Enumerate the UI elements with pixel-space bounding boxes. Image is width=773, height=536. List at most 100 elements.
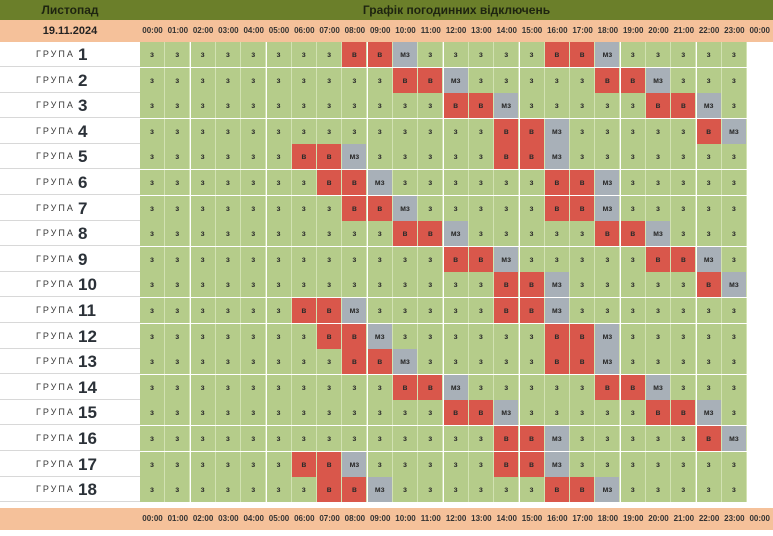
- schedule-cell: з: [215, 118, 241, 144]
- schedule-cell: з: [620, 400, 646, 426]
- schedule-cell: з: [393, 93, 418, 119]
- schedule-cell: з: [190, 400, 216, 426]
- schedule-cell: в: [494, 426, 520, 451]
- schedule-cell: мз: [393, 42, 418, 67]
- schedule-cell: в: [671, 93, 697, 119]
- schedule-cell: з: [241, 272, 267, 298]
- schedule-cell: з: [620, 144, 646, 170]
- schedule-cell: мз: [595, 477, 621, 503]
- schedule-cell: з: [241, 323, 267, 349]
- schedule-cell: з: [671, 118, 697, 144]
- schedule-cell: з: [241, 42, 267, 67]
- group-number: 15: [78, 403, 97, 423]
- schedule-cell: в: [367, 42, 393, 67]
- schedule-cell: з: [317, 374, 343, 400]
- schedule-cell: з: [468, 272, 494, 298]
- schedule-cell: з: [646, 451, 671, 477]
- top-hour-label: 12:00: [445, 26, 467, 35]
- schedule-cell: з: [266, 323, 292, 349]
- schedule-cell: з: [721, 195, 747, 221]
- group-row: ГРУПА 11 з з з з з з в в мз з з з з з в в мз з з з з з з з: [0, 298, 773, 323]
- schedule-cell: з: [317, 221, 343, 247]
- schedule-cell: в: [418, 374, 444, 400]
- schedule-cell: з: [570, 246, 596, 272]
- schedule-cell: з: [468, 170, 494, 195]
- schedule-cell: з: [215, 272, 241, 298]
- schedule-cell: з: [291, 349, 317, 375]
- schedule-cell: з: [620, 272, 646, 298]
- top-hour-label: 23:00: [724, 26, 745, 35]
- schedule-cell: з: [241, 221, 267, 247]
- schedule-cell: в: [544, 323, 570, 349]
- group-number: 16: [78, 429, 97, 448]
- schedule-cell: мз: [595, 323, 621, 349]
- schedule-cell: з: [418, 400, 444, 426]
- top-hour-label: 20:00: [648, 26, 669, 35]
- schedule-cell: з: [140, 93, 165, 119]
- schedule-cell: з: [291, 170, 317, 195]
- schedule-cell: з: [342, 67, 368, 93]
- schedule-cell: мз: [443, 67, 469, 93]
- schedule-cell: з: [367, 374, 393, 400]
- bottom-hour-label: 07:00: [319, 514, 340, 523]
- group-label: ГРУПА 8: [0, 221, 140, 247]
- group-label: ГРУПА 9: [0, 246, 140, 272]
- schedule-cell: з: [165, 451, 191, 477]
- schedule-cell: мз: [646, 67, 671, 93]
- top-hour-label: 00:00: [749, 26, 770, 35]
- schedule-cell: з: [165, 195, 191, 221]
- schedule-cell: з: [215, 195, 241, 221]
- group-label: ГРУПА 16: [0, 426, 140, 451]
- group-label: ГРУПА 4: [0, 118, 140, 144]
- schedule-cell: з: [317, 246, 343, 272]
- schedule-cell: з: [696, 374, 722, 400]
- schedule-cell: з: [241, 246, 267, 272]
- group-label: ГРУПА 12: [0, 323, 140, 349]
- schedule-cell: в: [291, 451, 317, 477]
- group-row: ГРУПА 16 з з з з з з з з з з з з з з в в мз з з з з з в мз: [0, 426, 773, 451]
- schedule-cell: з: [342, 93, 368, 119]
- schedule-cell: з: [671, 298, 697, 323]
- schedule-cell: мз: [494, 400, 520, 426]
- schedule-cell: з: [570, 93, 596, 119]
- schedule-cell: з: [570, 374, 596, 400]
- schedule-cell: з: [721, 221, 747, 247]
- schedule-cell: мз: [696, 400, 722, 426]
- schedule-cell: з: [519, 400, 545, 426]
- schedule-cell: в: [519, 144, 545, 170]
- schedule-cell: з: [165, 42, 191, 67]
- schedule-cell: з: [215, 426, 241, 451]
- schedule-cell: мз: [696, 246, 722, 272]
- schedule-cell: з: [570, 426, 596, 451]
- schedule-cell: в: [570, 42, 596, 67]
- month-label: Листопад: [0, 0, 140, 20]
- schedule-cell: з: [241, 349, 267, 375]
- schedule-cell: мз: [342, 451, 368, 477]
- schedule-cell: з: [190, 170, 216, 195]
- schedule-cell: в: [570, 349, 596, 375]
- schedule-cell: з: [696, 349, 722, 375]
- schedule-cell: з: [241, 374, 267, 400]
- group-label: ГРУПА 7: [0, 195, 140, 221]
- schedule-cell: в: [494, 298, 520, 323]
- schedule-cell: з: [393, 298, 418, 323]
- schedule-cell: з: [595, 400, 621, 426]
- schedule-cell: з: [418, 298, 444, 323]
- top-hour-label: 18:00: [597, 26, 619, 35]
- schedule-cell: з: [215, 400, 241, 426]
- bottom-hour-label: 10:00: [395, 514, 416, 523]
- schedule-cell: з: [140, 118, 165, 144]
- schedule-cell: в: [468, 246, 494, 272]
- schedule-cell: з: [671, 477, 697, 503]
- schedule-cell: мз: [544, 426, 570, 451]
- schedule-cell: з: [317, 118, 343, 144]
- schedule-cell: з: [443, 349, 469, 375]
- schedule-cell: з: [443, 426, 469, 451]
- schedule-cell: з: [165, 400, 191, 426]
- schedule-cell: з: [291, 374, 317, 400]
- schedule-cell: з: [570, 118, 596, 144]
- schedule-cell: з: [393, 272, 418, 298]
- schedule-cell: з: [696, 221, 722, 247]
- top-hour-label: 14:00: [496, 26, 517, 35]
- group-label-text: ГРУПА: [36, 125, 75, 136]
